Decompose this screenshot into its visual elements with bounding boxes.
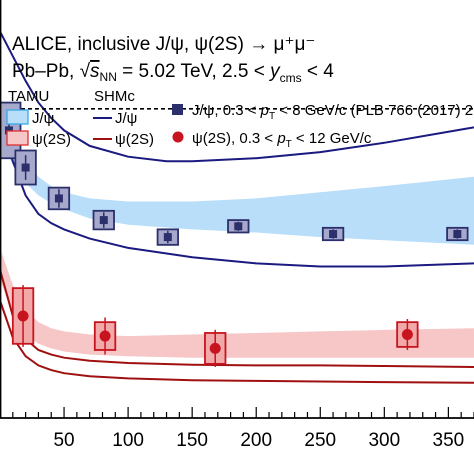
axes xyxy=(0,0,474,419)
square-marker xyxy=(21,163,30,172)
jpsi-point-5 xyxy=(227,219,250,234)
legend-data-psi2s-label: ψ(2S), 0.3 < pT < 12 GeV/c xyxy=(192,130,372,150)
psi2s-point-2 xyxy=(204,329,227,367)
data-points xyxy=(0,101,469,367)
square-marker xyxy=(163,233,172,242)
square-marker xyxy=(99,216,108,225)
title-y: y xyxy=(268,61,281,82)
jpsi-point-2 xyxy=(47,186,71,211)
circle-marker xyxy=(17,310,29,322)
square-marker xyxy=(453,230,462,239)
legend-shmc-psi2s-label: ψ(2S) xyxy=(115,131,154,148)
x-tick-label-50: 50 xyxy=(53,430,74,451)
square-marker xyxy=(54,194,63,203)
psi2s-point-1 xyxy=(93,317,117,355)
square-marker xyxy=(234,222,243,231)
psi2s-point-0 xyxy=(11,285,35,347)
x-tick-label-300: 300 xyxy=(368,430,400,451)
legend-data-psi2s-pre: ψ(2S), 0.3 < xyxy=(192,130,277,147)
title-sqrt-sub: NN xyxy=(100,70,117,84)
legend-tamu-header: TAMU xyxy=(8,88,49,105)
legend-tamu-jpsi-swatch xyxy=(6,109,29,125)
psi2s-point-3 xyxy=(396,319,419,350)
legend-tamu-psi2s-swatch xyxy=(6,130,29,146)
x-tick-label-150: 150 xyxy=(176,430,208,451)
x-tick-label-350: 350 xyxy=(433,430,465,451)
title-line2-prefix: Pb–Pb, xyxy=(12,61,80,82)
legend-data-jpsi-sub: T xyxy=(269,111,275,122)
circle-marker xyxy=(99,330,111,342)
tamu-jpsi-band xyxy=(0,115,474,245)
jpsi-point-3 xyxy=(92,209,115,231)
legend-data-psi2s-marker xyxy=(172,131,184,143)
legend-shmc-header: SHMc xyxy=(94,88,135,105)
circle-marker xyxy=(209,342,221,354)
square-marker xyxy=(329,230,338,239)
title-line2-suffix: < 4 xyxy=(302,61,335,82)
chart-title-line2: Pb–Pb, √sNN = 5.02 TeV, 2.5 < ycms < 4 xyxy=(12,61,334,85)
x-tick-label-250: 250 xyxy=(304,430,336,451)
circle-marker xyxy=(401,329,413,341)
title-sqrt-sign: √ xyxy=(80,61,91,82)
jpsi-point-4 xyxy=(156,228,179,246)
legend-data-jpsi-label: J/ψ, 0.3 < pT < 8 GeV/c (PLB 766 (2017) … xyxy=(192,102,474,122)
shmc-jpsi-upper-curve xyxy=(0,31,474,163)
legend-data-jpsi-post: < 8 GeV/c (PLB 766 (2017) 212) xyxy=(275,102,474,119)
title-sqrt-s: s xyxy=(90,61,100,82)
x-ticks: 50 100 150 200 250 300 350 xyxy=(12,407,474,451)
legend-data-psi2s-post: < 12 GeV/c xyxy=(292,130,372,147)
shmc-psi2s-lower-curve xyxy=(0,300,474,384)
legend-tamu-psi2s-label: ψ(2S) xyxy=(32,131,71,148)
title-line2-mid: = 5.02 TeV, 2.5 < xyxy=(117,61,270,82)
legend-data-jpsi-marker xyxy=(172,104,183,115)
jpsi-point-7 xyxy=(446,226,469,242)
legend-data-psi2s-sub: T xyxy=(286,139,292,150)
legend-data-jpsi-pt: p xyxy=(260,102,269,119)
jpsi-point-1 xyxy=(14,149,37,186)
tamu-psi2s-band xyxy=(0,247,474,358)
x-tick-label-200: 200 xyxy=(240,430,272,451)
title-y-sub: cms xyxy=(280,71,302,85)
x-tick-label-100: 100 xyxy=(112,430,144,451)
model-bands xyxy=(0,115,474,358)
legend-shmc-jpsi-label: J/ψ xyxy=(115,110,137,127)
legend-data-jpsi-pre: J/ψ, 0.3 < xyxy=(192,102,261,119)
jpsi-point-6 xyxy=(321,226,345,242)
legend-tamu-jpsi-label: J/ψ xyxy=(32,110,54,127)
legend-data-psi2s-pt: p xyxy=(276,130,285,147)
chart-title-line1: ALICE, inclusive J/ψ, ψ(2S) → μ⁺μ⁻ xyxy=(12,34,315,55)
shmc-jpsi-lower-curve xyxy=(0,114,474,268)
